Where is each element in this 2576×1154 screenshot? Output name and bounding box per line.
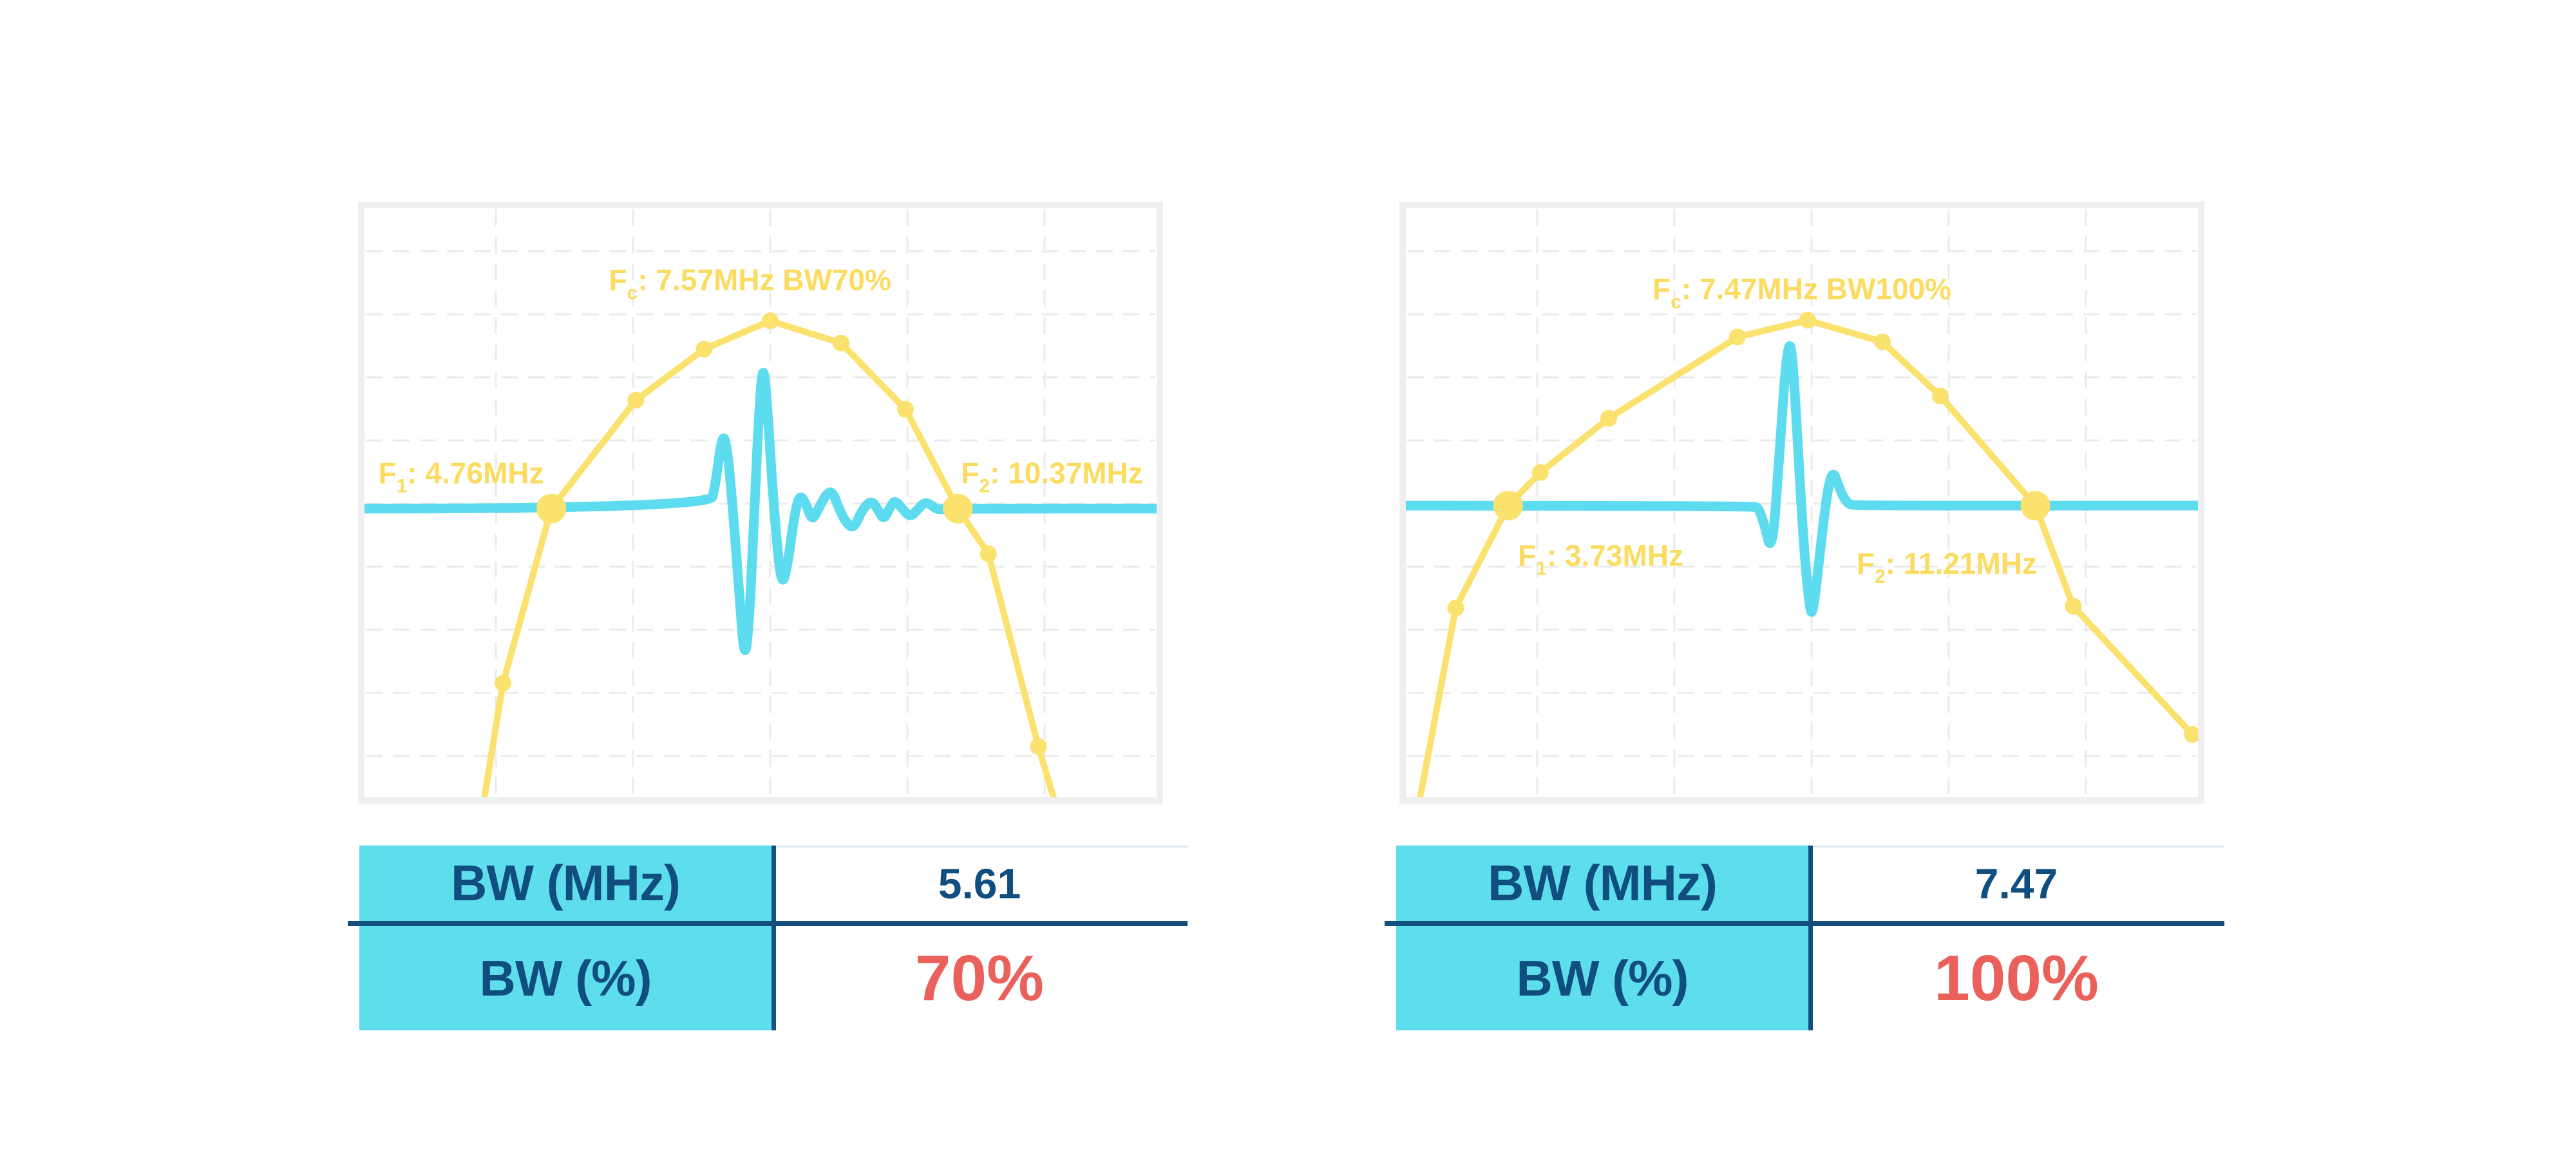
spectrum-point-marker: [1729, 328, 1746, 346]
f1-label: F1: 4.76MHz: [379, 457, 544, 497]
spectrum-point-marker: [2065, 598, 2082, 615]
bandwidth-edge-marker: [943, 493, 973, 524]
bw-mhz-value-cell: 5.61: [772, 846, 1188, 921]
pulse-waveform: [1406, 341, 2198, 617]
bw-percent-value: 100%: [1934, 941, 2099, 1014]
spectrum-point-marker: [696, 341, 713, 358]
spectrum-point-marker: [1447, 600, 1464, 617]
spectrum-point-marker: [1531, 464, 1549, 481]
pulse-waveform: [365, 368, 1157, 656]
chart-frame: [358, 202, 1163, 804]
table-column-divider: [1808, 846, 1813, 1030]
spectrum-point-marker: [2184, 726, 2198, 743]
spectrum-point-marker: [980, 545, 997, 562]
spectrum-point-marker: [1799, 312, 1816, 329]
bw-mhz-value-cell: 7.47: [1808, 846, 2224, 921]
bw-percent-value-cell: 100%: [1808, 926, 2224, 1030]
spectrum-point-marker: [1030, 738, 1047, 755]
spectrum-point-marker: [1874, 333, 1891, 350]
bw-percent-value: 70%: [914, 941, 1045, 1014]
bw-mhz-label-cell: BW (MHz): [359, 846, 772, 921]
bw-percent-label-cell: BW (%): [1396, 926, 1808, 1030]
f2-label: F2: 11.21MHz: [1857, 547, 2037, 587]
spectrum-chart-left: Fc: 7.57MHz BW70% F1: 4.76MHz F2: 10.37MHz: [358, 202, 1163, 804]
bw-mhz-label: BW (MHz): [451, 855, 681, 911]
spectrum-point-marker: [762, 312, 779, 330]
bandwidth-edge-marker: [536, 493, 566, 524]
bw-mhz-label: BW (MHz): [1488, 855, 1718, 911]
bw-percent-label: BW (%): [1516, 949, 1689, 1007]
fc-label: Fc: 7.47MHz BW100%: [1653, 272, 1951, 312]
bw-table-right: BW (MHz) 7.47 BW (%) 100%: [1385, 846, 2224, 1030]
bandwidth-edge-marker: [2020, 491, 2050, 521]
table-row: BW (%) 100%: [1396, 926, 2224, 1030]
bw-percent-label: BW (%): [479, 949, 652, 1007]
f1-label: F1: 3.73MHz: [1518, 539, 1683, 580]
spectrum-curve: [1417, 317, 2196, 797]
f2-label: F2: 10.37MHz: [961, 457, 1143, 497]
bw-percent-value-cell: 70%: [772, 926, 1188, 1030]
table-top-rule: [1813, 846, 2224, 847]
plot-area: [365, 312, 1157, 797]
plot-area: [1406, 312, 2198, 797]
spectrum-point-marker: [1932, 388, 1949, 405]
spectrum-point-marker: [627, 392, 645, 409]
bw-percent-label-cell: BW (%): [359, 926, 772, 1030]
table-row: BW (MHz) 7.47: [1396, 846, 2224, 921]
chart-frame: [1399, 202, 2204, 804]
fc-label: Fc: 7.57MHz BW70%: [609, 263, 891, 303]
spectrum-point-marker: [833, 334, 849, 352]
table-row: BW (%) 70%: [359, 926, 1188, 1030]
table-row-separator: [1385, 921, 2224, 926]
spectrum-point-marker: [1600, 410, 1617, 427]
bw-table-left: BW (MHz) 5.61 BW (%) 70%: [348, 846, 1188, 1030]
spectrum-chart-right: Fc: 7.47MHz BW100% F1: 3.73MHz F2: 11.21MH…: [1399, 202, 2204, 804]
bw-mhz-value: 7.47: [1975, 859, 2058, 907]
table-row: BW (MHz) 5.61: [359, 846, 1188, 921]
bandwidth-edge-marker: [1493, 491, 1523, 521]
spectrum-curve: [481, 317, 1057, 797]
table-column-divider: [772, 846, 776, 1030]
spectrum-point-marker: [897, 401, 914, 418]
spectrum-point-marker: [495, 675, 511, 692]
bw-mhz-label-cell: BW (MHz): [1396, 846, 1808, 921]
table-row-separator: [348, 921, 1188, 926]
table-top-rule: [776, 846, 1188, 847]
bw-mhz-value: 5.61: [938, 859, 1021, 907]
